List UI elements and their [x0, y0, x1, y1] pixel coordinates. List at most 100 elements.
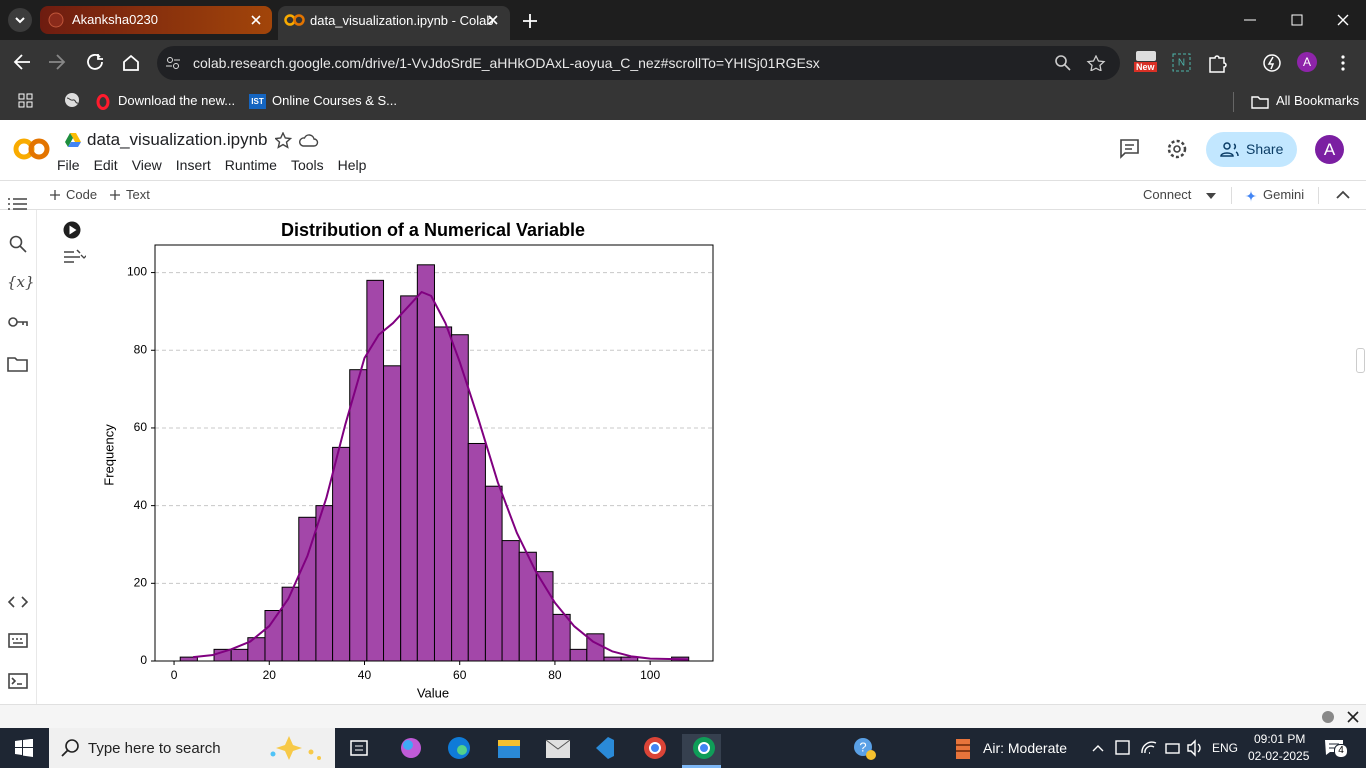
y-tick-label: 40	[134, 498, 148, 512]
tab-search-button[interactable]	[8, 8, 32, 32]
help-icon[interactable]: ?	[853, 737, 877, 761]
search-box[interactable]: Type here to search	[49, 728, 335, 768]
weather-icon	[956, 739, 970, 759]
separator	[1231, 187, 1232, 204]
connect-button[interactable]: Connect	[1143, 187, 1192, 202]
colab-logo[interactable]	[12, 137, 52, 161]
all-bookmarks-label: All Bookmarks	[1276, 93, 1360, 108]
connect-dropdown[interactable]	[1205, 192, 1217, 200]
share-button[interactable]: Share	[1206, 132, 1297, 167]
sidebar-icons[interactable]	[7, 196, 29, 376]
tab-close[interactable]	[487, 14, 499, 26]
status-icons[interactable]	[1320, 710, 1362, 724]
x-tick-label: 60	[453, 668, 467, 682]
clock-date[interactable]: 02-02-2025	[1248, 749, 1310, 763]
scrollbar-thumb[interactable]	[1356, 348, 1365, 373]
separator	[1318, 187, 1319, 204]
profile-avatar[interactable]: A	[1297, 52, 1317, 72]
histogram-bar	[467, 442, 486, 662]
sidebar-bottom-icons[interactable]	[7, 594, 29, 694]
histogram-bar	[400, 295, 418, 662]
histogram-bar	[383, 365, 402, 662]
notification-count: 4	[1334, 744, 1348, 758]
menu-item[interactable]: File	[57, 157, 80, 173]
y-tick-label: 80	[134, 342, 148, 356]
window-controls[interactable]	[1240, 12, 1360, 28]
plot-frame	[154, 244, 714, 662]
gemini-label: Gemini	[1263, 187, 1305, 202]
histogram-bar	[416, 264, 435, 662]
toolbar: colab.research.google.com/drive/1-VvJdoS…	[0, 40, 1366, 84]
bookmark-icons[interactable]	[18, 92, 88, 112]
histogram-bar	[366, 279, 385, 662]
extension-icons[interactable]: N	[1172, 53, 1362, 73]
tab-title: Akanksha0230	[72, 12, 159, 27]
tray-icons[interactable]	[1090, 738, 1202, 758]
y-tick-label: 0	[140, 653, 147, 667]
tab-favicon	[48, 12, 64, 28]
tab[interactable]: Akanksha0230	[40, 6, 272, 34]
weather-label[interactable]: Air: Moderate	[983, 740, 1068, 756]
taskbar: Type here to search ? Air: Moderate ENG …	[0, 728, 1366, 768]
header-icons[interactable]	[275, 132, 319, 150]
x-tick-label: 0	[171, 668, 178, 682]
notifications[interactable]: 4	[1324, 737, 1348, 759]
chart: Distribution of a Numerical Variable Val…	[101, 220, 714, 700]
variables-icon[interactable]: {x}	[7, 273, 35, 291]
menu-item[interactable]: Runtime	[224, 157, 277, 173]
cell-toolbar: Code Text Connect Gemini	[0, 180, 1366, 210]
menu-item[interactable]: View	[131, 157, 162, 173]
add-text-label: Text	[126, 187, 150, 202]
bookmarks-bar: Download the new... IST Online Courses &…	[0, 84, 1366, 120]
url: colab.research.google.com/drive/1-VvJdoS…	[193, 55, 820, 71]
drive-icon	[65, 133, 81, 147]
extension[interactable]: New	[1134, 51, 1158, 75]
x-tick-label: 80	[548, 668, 562, 682]
collapse-toolbar[interactable]	[1336, 190, 1350, 200]
menu-item[interactable]: Help	[337, 157, 367, 173]
address-bar-icons[interactable]	[1055, 55, 1107, 71]
histogram-bar	[484, 485, 503, 662]
clock-time[interactable]: 09:01 PM	[1254, 732, 1306, 746]
add-code-label: Code	[66, 187, 98, 202]
y-tick-label: 60	[134, 420, 148, 434]
svg-text:N: N	[1178, 58, 1185, 69]
menu-item[interactable]: Insert	[175, 157, 211, 173]
menu-item[interactable]: Tools	[290, 157, 324, 173]
nav-buttons[interactable]	[12, 52, 152, 72]
start-button[interactable]	[15, 739, 33, 757]
histogram-bar	[230, 648, 249, 662]
extension-icon	[1136, 51, 1156, 61]
header-right-icons[interactable]	[1119, 138, 1189, 160]
histogram-bar	[349, 369, 368, 662]
histogram-bar	[569, 648, 588, 662]
tab-title: data_visualization.ipynb - Colab	[310, 13, 494, 28]
tab-favicon	[284, 14, 305, 26]
bookmark-label: Download the new...	[118, 93, 236, 108]
taskbar-apps[interactable]	[346, 734, 721, 768]
language[interactable]: ENG	[1212, 741, 1239, 755]
chart-title: Distribution of a Numerical Variable	[281, 220, 585, 240]
x-tick-label: 20	[263, 668, 277, 682]
address-bar[interactable]: colab.research.google.com/drive/1-VvJdoS…	[157, 46, 1120, 80]
histogram-bar	[315, 505, 334, 662]
separator	[1233, 92, 1234, 112]
tab-strip: Akanksha0230 data_visualization.ipynb - …	[0, 0, 1366, 40]
search-icon	[61, 739, 79, 757]
menu-item[interactable]: Edit	[93, 157, 118, 173]
y-axis-label: Frequency	[101, 424, 116, 486]
tab-close[interactable]	[250, 14, 262, 26]
new-tab-button[interactable]	[522, 13, 538, 29]
gemini-icon	[1245, 190, 1257, 202]
histogram-bar	[603, 656, 622, 662]
tab-active[interactable]: data_visualization.ipynb - Colab	[278, 6, 510, 40]
account-avatar[interactable]: A	[1315, 135, 1344, 164]
notebook-name[interactable]: data_visualization.ipynb	[87, 130, 268, 149]
histogram-bar	[281, 586, 300, 662]
histogram-bar	[264, 610, 283, 662]
cell-controls[interactable]	[62, 220, 86, 268]
site-info-icon[interactable]	[165, 55, 181, 71]
plus-icon	[110, 190, 120, 200]
